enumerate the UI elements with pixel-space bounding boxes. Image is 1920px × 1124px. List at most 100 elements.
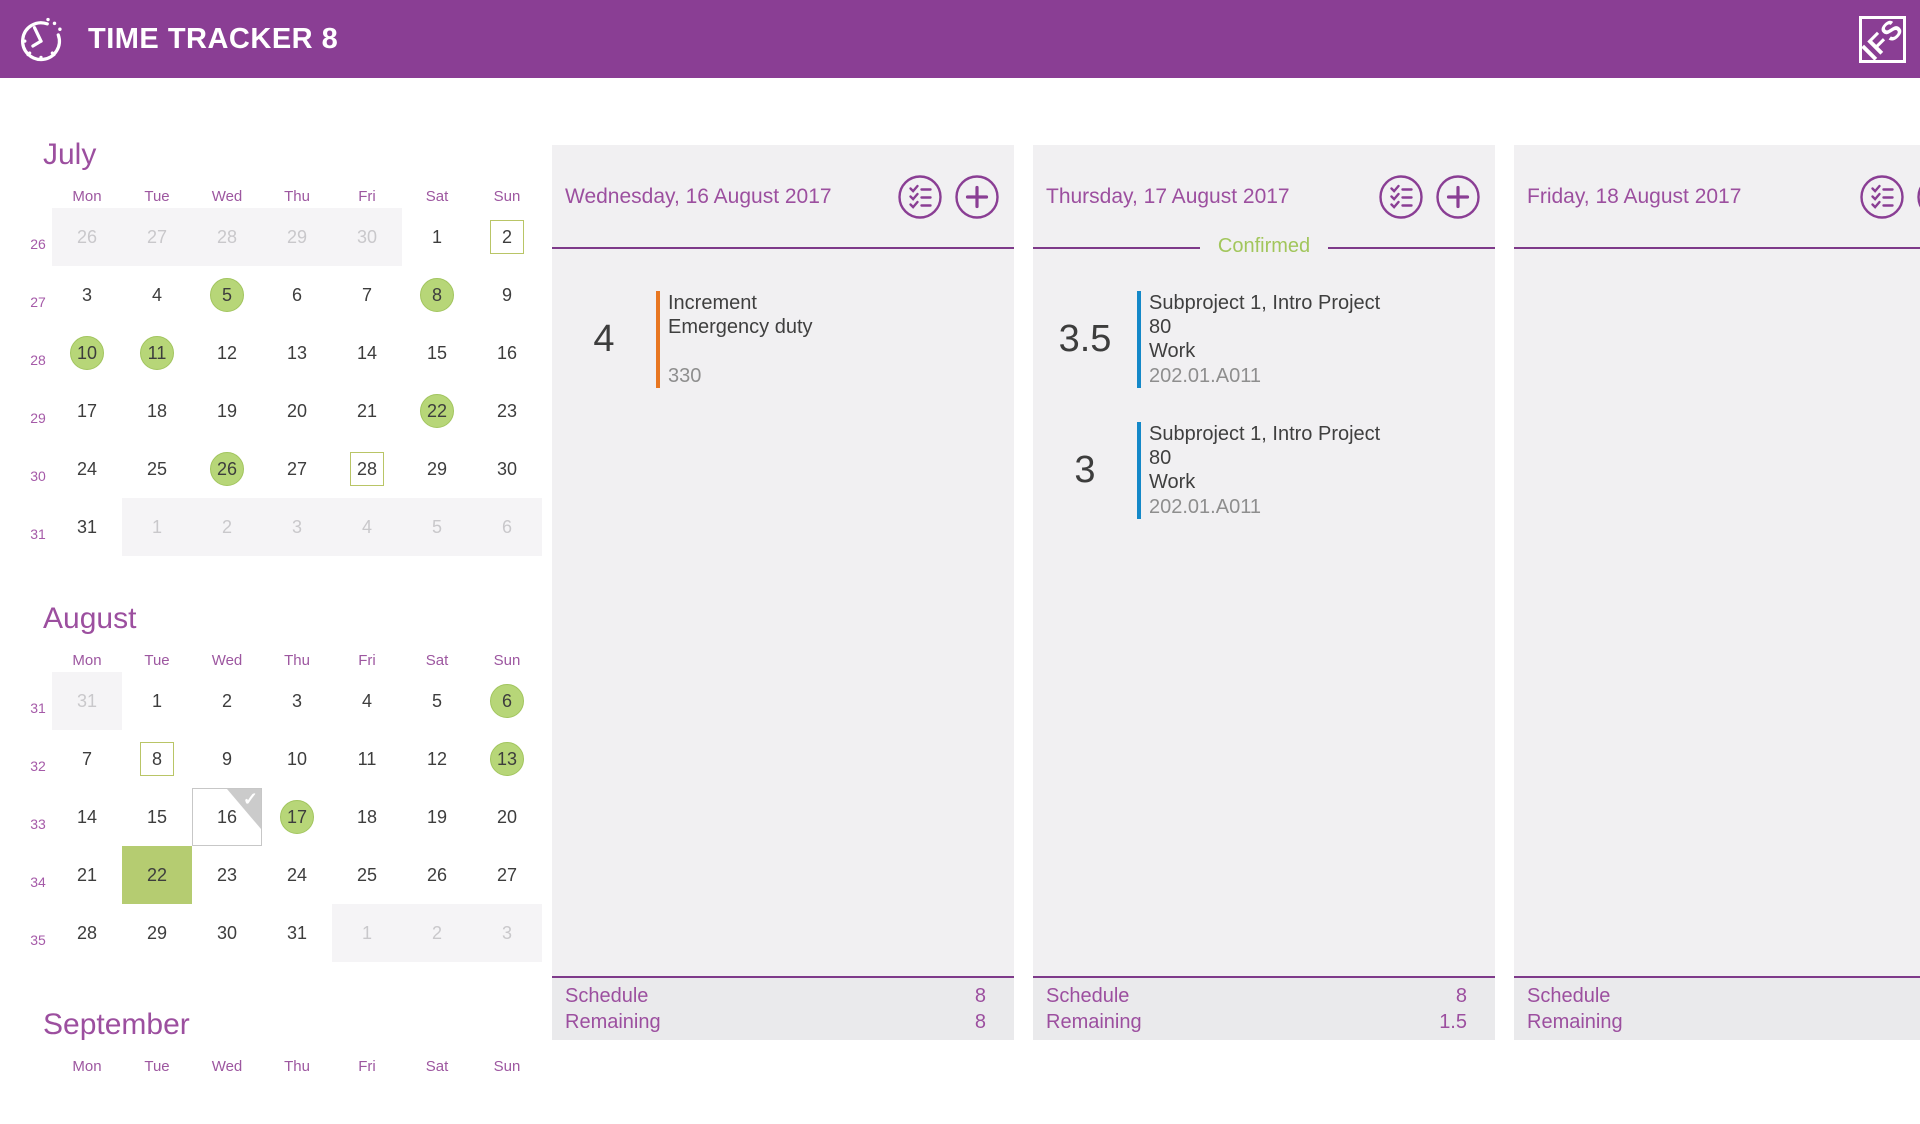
add-entry-button[interactable] [954, 174, 1000, 220]
calendar-day[interactable]: 1 [332, 904, 402, 962]
calendar-day[interactable]: 4 [332, 672, 402, 730]
calendar-day[interactable]: 8 [402, 266, 472, 324]
calendar-day[interactable]: 29 [262, 208, 332, 266]
day-column-body [1514, 257, 1920, 976]
calendar-day[interactable]: 20 [262, 382, 332, 440]
calendar-day[interactable]: 2 [472, 208, 542, 266]
calendar-day[interactable]: 19 [402, 788, 472, 846]
calendar-day[interactable]: 27 [262, 440, 332, 498]
calendar-day[interactable]: 24 [52, 440, 122, 498]
calendar-day[interactable]: 29 [402, 440, 472, 498]
header-separator [1514, 239, 1920, 257]
calendar-day[interactable]: 31 [52, 498, 122, 556]
calendar-day[interactable]: 6 [472, 498, 542, 556]
calendar-day[interactable]: 16✓ [192, 788, 262, 846]
calendar-day[interactable]: 27 [472, 846, 542, 904]
checklist-button[interactable] [1378, 174, 1424, 220]
calendar-day[interactable]: 17 [52, 382, 122, 440]
calendar-day[interactable]: 31 [52, 672, 122, 730]
calendar-day[interactable]: 11 [122, 324, 192, 382]
calendar-day[interactable]: 12 [402, 730, 472, 788]
calendar-day[interactable]: 3 [472, 904, 542, 962]
calendar-day[interactable]: 8 [122, 730, 192, 788]
calendar-day[interactable]: 30 [472, 440, 542, 498]
calendar-day[interactable]: 2 [192, 498, 262, 556]
calendar-day[interactable]: 28 [52, 904, 122, 962]
calendar-day[interactable]: 5 [402, 498, 472, 556]
checklist-button[interactable] [1859, 174, 1905, 220]
calendar-day[interactable]: 30 [332, 208, 402, 266]
calendar-day[interactable]: 19 [192, 382, 262, 440]
calendar-day[interactable]: 6 [472, 672, 542, 730]
calendar-day[interactable]: 4 [122, 266, 192, 324]
calendar-day[interactable]: 7 [332, 266, 402, 324]
calendar-day[interactable]: 23 [472, 382, 542, 440]
calendar-day[interactable]: 25 [332, 846, 402, 904]
calendar-day[interactable]: 21 [332, 382, 402, 440]
calendar-day[interactable]: 17 [262, 788, 332, 846]
calendar-day[interactable]: 13 [262, 324, 332, 382]
calendar-day[interactable]: 10 [52, 324, 122, 382]
calendar-day[interactable]: 11 [332, 730, 402, 788]
entry-code: 202.01.A011 [1149, 364, 1380, 388]
calendar-day[interactable]: 9 [472, 266, 542, 324]
remaining-label: Remaining [565, 1009, 661, 1035]
calendar-day[interactable]: 21 [52, 846, 122, 904]
calendar-day[interactable]: 22 [402, 382, 472, 440]
calendar-day[interactable]: 1 [122, 498, 192, 556]
calendar-day[interactable]: 23 [192, 846, 262, 904]
calendar-day[interactable]: 26 [52, 208, 122, 266]
calendar-day[interactable]: 12 [192, 324, 262, 382]
calendar-day[interactable]: 10 [262, 730, 332, 788]
calendar-day[interactable]: 16 [472, 324, 542, 382]
add-entry-button[interactable] [1916, 174, 1920, 220]
calendar-day[interactable]: 1 [122, 672, 192, 730]
calendar-day[interactable]: 29 [122, 904, 192, 962]
checklist-button[interactable] [897, 174, 943, 220]
calendar-day[interactable]: 15 [122, 788, 192, 846]
calendar-day[interactable]: 14 [332, 324, 402, 382]
entry-line: Emergency duty [668, 315, 813, 339]
calendar-day[interactable]: 2 [192, 672, 262, 730]
calendar-day[interactable]: 26 [402, 846, 472, 904]
calendar-day[interactable]: 18 [122, 382, 192, 440]
calendar-day[interactable]: 14 [52, 788, 122, 846]
calendar-day[interactable]: 3 [262, 672, 332, 730]
weekday-header: Fri [332, 1042, 402, 1078]
calendar-day[interactable]: 5 [192, 266, 262, 324]
calendar-day[interactable]: 24 [262, 846, 332, 904]
calendar-day[interactable]: 4 [332, 498, 402, 556]
calendar-day[interactable]: 28 [332, 440, 402, 498]
calendar-day[interactable]: 1 [402, 208, 472, 266]
calendar-day[interactable]: 28 [192, 208, 262, 266]
calendar-day[interactable]: 18 [332, 788, 402, 846]
calendar-day[interactable]: 31 [262, 904, 332, 962]
calendar-day[interactable]: 30 [192, 904, 262, 962]
calendar-day[interactable]: 5 [402, 672, 472, 730]
add-entry-button[interactable] [1435, 174, 1481, 220]
calendar-day[interactable]: 7 [52, 730, 122, 788]
week-number: 29 [24, 389, 52, 447]
calendar-day[interactable]: 3 [52, 266, 122, 324]
calendar-day[interactable]: 25 [122, 440, 192, 498]
calendar-day[interactable]: 9 [192, 730, 262, 788]
calendar-day[interactable]: 20 [472, 788, 542, 846]
calendar-day[interactable]: 2 [402, 904, 472, 962]
calendar-day[interactable]: 26 [192, 440, 262, 498]
calendar-day[interactable]: 27 [122, 208, 192, 266]
calendar-day[interactable]: 15 [402, 324, 472, 382]
weekday-header: Sun [472, 172, 542, 208]
calendar-day[interactable]: 13 [472, 730, 542, 788]
schedule-label: Schedule [1527, 983, 1610, 1009]
calendar-day[interactable]: 3 [262, 498, 332, 556]
calendar-day[interactable]: 6 [262, 266, 332, 324]
calendar-day[interactable]: 22 [122, 846, 192, 904]
